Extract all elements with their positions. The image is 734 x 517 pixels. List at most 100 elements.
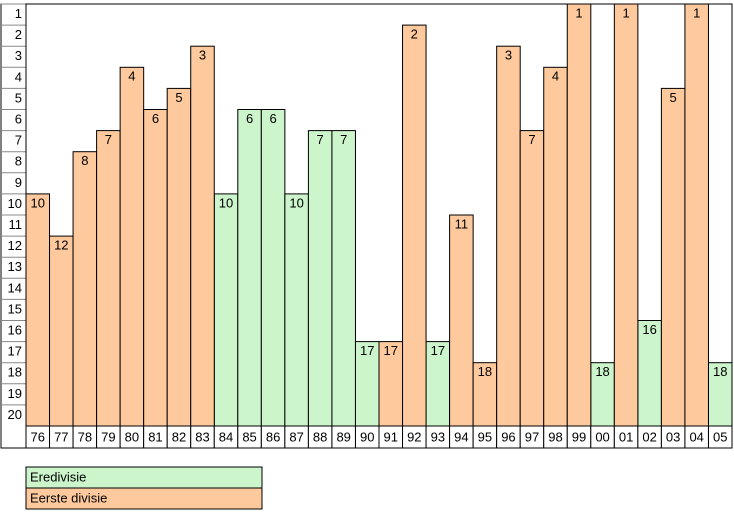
x-tick-label: 94 bbox=[454, 429, 468, 444]
x-tick-label: 92 bbox=[407, 429, 421, 444]
x-tick-label: 85 bbox=[242, 429, 256, 444]
data-label: 5 bbox=[670, 90, 677, 105]
x-tick-label: 80 bbox=[125, 429, 139, 444]
y-tick-label: 4 bbox=[15, 69, 22, 84]
data-label: 7 bbox=[105, 132, 112, 147]
bar bbox=[684, 3, 709, 427]
x-tick-label: 81 bbox=[148, 429, 162, 444]
x-tick-label: 87 bbox=[289, 429, 303, 444]
x-tick-label: 77 bbox=[54, 429, 68, 444]
bar bbox=[660, 87, 686, 427]
data-label: 18 bbox=[595, 364, 609, 379]
data-label: 7 bbox=[340, 132, 347, 147]
y-tick-label: 5 bbox=[15, 90, 22, 105]
bar bbox=[25, 193, 51, 427]
data-label: 17 bbox=[431, 343, 445, 358]
y-tick-label: 18 bbox=[8, 365, 22, 380]
y-tick-label: 13 bbox=[8, 259, 22, 274]
y-tick-label: 19 bbox=[8, 386, 22, 401]
label-column bbox=[0, 3, 27, 449]
data-label: 6 bbox=[246, 111, 253, 126]
data-label: 6 bbox=[152, 111, 159, 126]
bar bbox=[237, 109, 262, 427]
category-cell bbox=[707, 425, 733, 449]
x-tick-label: 03 bbox=[666, 429, 680, 444]
bar bbox=[96, 130, 121, 427]
y-tick-label: 6 bbox=[15, 111, 22, 126]
y-tick-label: 10 bbox=[8, 196, 22, 211]
x-tick-label: 00 bbox=[595, 429, 609, 444]
y-tick-label: 1 bbox=[15, 6, 22, 21]
x-tick-label: 04 bbox=[689, 429, 703, 444]
x-tick-label: 78 bbox=[78, 429, 92, 444]
legend-label: Eerste divisie bbox=[30, 490, 107, 505]
bar bbox=[449, 214, 474, 427]
y-tick-label: 3 bbox=[15, 48, 22, 63]
data-label: 18 bbox=[713, 364, 727, 379]
data-label: 11 bbox=[455, 216, 469, 231]
data-label: 10 bbox=[219, 195, 233, 210]
x-tick-label: 76 bbox=[31, 429, 45, 444]
x-tick-label: 88 bbox=[313, 429, 327, 444]
x-tick-label: 96 bbox=[501, 429, 515, 444]
bar bbox=[566, 3, 592, 427]
y-tick-label: 17 bbox=[8, 344, 22, 359]
y-tick-label: 14 bbox=[8, 280, 22, 295]
bar bbox=[72, 151, 98, 427]
bar bbox=[402, 24, 427, 427]
data-label: 17 bbox=[384, 343, 398, 358]
x-tick-label: 05 bbox=[713, 429, 727, 444]
bar bbox=[166, 87, 192, 427]
data-label: 18 bbox=[478, 364, 492, 379]
data-label: 12 bbox=[54, 238, 68, 253]
y-tick-label: 7 bbox=[15, 133, 22, 148]
x-tick-label: 02 bbox=[642, 429, 656, 444]
data-label: 16 bbox=[642, 322, 656, 337]
x-tick-label: 86 bbox=[266, 429, 280, 444]
x-tick-label: 90 bbox=[360, 429, 374, 444]
legend-label: Eredivisie bbox=[30, 469, 86, 484]
data-label: 6 bbox=[269, 111, 276, 126]
data-label: 3 bbox=[505, 48, 512, 63]
y-tick-label: 2 bbox=[15, 27, 22, 42]
y-tick-label: 16 bbox=[8, 322, 22, 337]
data-label: 5 bbox=[175, 90, 182, 105]
y-tick-label: 15 bbox=[8, 301, 22, 316]
y-tick-label: 9 bbox=[15, 175, 22, 190]
legend-swatch bbox=[25, 487, 263, 510]
bar bbox=[613, 3, 639, 427]
bar bbox=[543, 66, 568, 427]
bar bbox=[119, 66, 145, 427]
data-label: 7 bbox=[317, 132, 324, 147]
bar bbox=[331, 130, 356, 427]
data-label: 1 bbox=[622, 5, 629, 20]
x-tick-label: 99 bbox=[572, 429, 586, 444]
bar bbox=[496, 45, 521, 427]
y-tick-label: 20 bbox=[8, 407, 22, 422]
data-label: 2 bbox=[411, 27, 418, 42]
bar bbox=[143, 109, 168, 427]
bar bbox=[260, 109, 286, 427]
y-tick-label: 8 bbox=[15, 154, 22, 169]
data-label: 1 bbox=[693, 5, 700, 20]
x-tick-label: 01 bbox=[619, 429, 633, 444]
bar bbox=[284, 193, 309, 427]
bar bbox=[213, 193, 239, 427]
bar bbox=[519, 130, 545, 427]
data-label: 7 bbox=[528, 132, 535, 147]
data-label: 1 bbox=[575, 5, 582, 20]
x-tick-label: 84 bbox=[219, 429, 233, 444]
x-tick-label: 91 bbox=[384, 429, 398, 444]
data-label: 4 bbox=[128, 69, 135, 84]
data-label: 17 bbox=[360, 343, 374, 358]
x-tick-label: 79 bbox=[101, 429, 115, 444]
bar bbox=[307, 130, 333, 427]
x-tick-label: 82 bbox=[172, 429, 186, 444]
y-tick-label: 12 bbox=[8, 238, 22, 253]
bar bbox=[190, 45, 215, 427]
data-label: 10 bbox=[31, 195, 45, 210]
x-tick-label: 89 bbox=[336, 429, 350, 444]
data-label: 10 bbox=[289, 195, 303, 210]
data-label: 3 bbox=[199, 48, 206, 63]
